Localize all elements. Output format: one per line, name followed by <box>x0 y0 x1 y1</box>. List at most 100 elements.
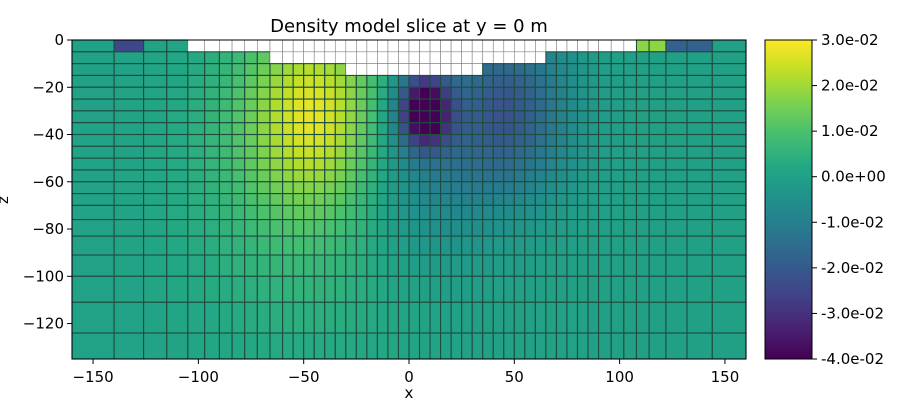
model-cell <box>377 39 389 53</box>
model-cell <box>187 39 205 53</box>
model-cell <box>450 51 462 64</box>
model-cell <box>623 169 638 183</box>
model-cell <box>143 74 168 88</box>
model-cell <box>598 332 612 360</box>
model-cell <box>440 301 452 334</box>
y-tick-label: −120 <box>23 315 64 333</box>
model-cell <box>397 254 410 277</box>
model-cell <box>648 193 667 206</box>
model-cell <box>429 204 442 221</box>
model-cell <box>587 169 600 183</box>
model-cell <box>324 157 336 171</box>
model-cell <box>408 74 421 88</box>
model-cell <box>534 122 547 136</box>
model-cell <box>113 169 145 183</box>
model-cell <box>492 301 505 334</box>
model-cell <box>492 63 505 76</box>
model-cell <box>397 86 410 100</box>
model-cell <box>71 332 115 360</box>
model-cell <box>313 51 326 64</box>
model-cell <box>231 122 246 136</box>
model-cell <box>440 122 452 136</box>
model-cell <box>366 110 378 124</box>
model-cell <box>334 254 347 277</box>
model-cell <box>648 169 667 183</box>
model-cell <box>324 122 336 136</box>
model-cell <box>461 193 473 206</box>
model-cell <box>166 181 189 195</box>
model-cell <box>534 193 547 206</box>
model-cell <box>545 157 557 171</box>
model-cell <box>204 86 220 100</box>
model-cell <box>334 169 347 183</box>
x-tick-label: 100 <box>605 368 634 386</box>
model-cell <box>355 254 368 277</box>
model-cell <box>482 86 494 100</box>
model-cell <box>303 98 315 112</box>
model-cell <box>345 110 357 124</box>
model-cell <box>418 219 431 237</box>
model-cell <box>545 235 557 256</box>
model-cell <box>513 86 526 100</box>
model-cell <box>231 63 246 76</box>
model-cell <box>71 51 115 65</box>
model-cell <box>566 157 579 171</box>
model-cell <box>598 133 612 147</box>
model-cell <box>345 145 357 159</box>
model-cell <box>187 235 206 256</box>
model-cell <box>610 204 625 221</box>
model-cell <box>282 204 294 221</box>
model-cell <box>514 51 526 64</box>
model-cell <box>503 86 515 100</box>
model-cell <box>143 110 168 124</box>
model-cell <box>545 110 557 124</box>
y-tick-label: −100 <box>23 267 64 285</box>
model-cell <box>218 63 233 76</box>
model-cell <box>598 39 612 53</box>
model-cell <box>686 63 713 76</box>
model-cell <box>256 193 271 206</box>
model-cell <box>429 332 442 360</box>
model-cell <box>204 157 220 171</box>
model-cell <box>419 39 431 53</box>
model-cell <box>686 74 713 88</box>
model-cell <box>648 51 667 65</box>
model-cell <box>313 157 326 171</box>
model-cell <box>143 332 168 360</box>
model-cell <box>282 63 294 76</box>
model-cell <box>143 275 168 303</box>
model-cell <box>635 63 650 76</box>
model-cell <box>366 181 378 195</box>
model-cell <box>231 86 246 100</box>
model-cell <box>450 219 463 237</box>
model-cell <box>648 332 667 360</box>
model-cell <box>408 301 421 334</box>
model-cell <box>623 235 638 256</box>
model-cell <box>686 169 713 183</box>
model-cell <box>398 63 410 76</box>
model-cell <box>187 122 206 136</box>
model-cell <box>204 98 220 112</box>
model-cell <box>345 39 357 53</box>
model-cell <box>555 204 568 221</box>
model-cell <box>166 51 189 65</box>
model-cell <box>218 157 233 171</box>
model-cell <box>231 193 246 206</box>
model-cell <box>231 301 246 334</box>
model-cell <box>471 169 484 183</box>
model-cell <box>256 51 271 65</box>
model-cell <box>513 181 526 195</box>
model-cell <box>113 145 145 159</box>
model-cell <box>303 74 315 88</box>
model-cell <box>366 275 378 303</box>
model-cell <box>256 63 271 76</box>
model-cell <box>219 39 233 53</box>
model-cell <box>166 275 189 303</box>
model-cell <box>303 254 315 277</box>
model-cell <box>461 122 473 136</box>
model-cell <box>187 157 206 171</box>
model-cell <box>461 98 473 112</box>
model-cell <box>503 63 515 76</box>
model-cell <box>450 235 463 256</box>
model-cell <box>587 219 600 237</box>
